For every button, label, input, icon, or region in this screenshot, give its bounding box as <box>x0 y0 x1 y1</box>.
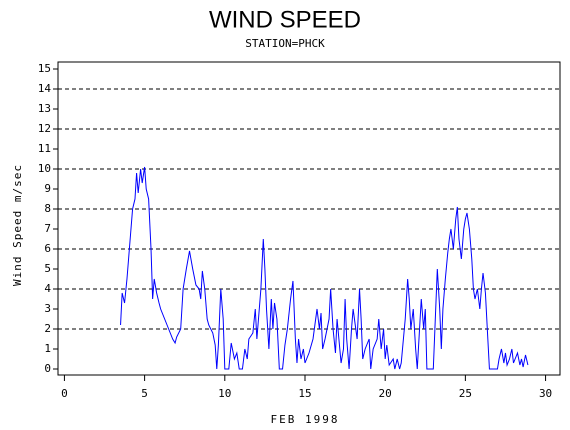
y-tick-label: 10 <box>38 162 51 175</box>
y-tick-label: 2 <box>44 322 51 335</box>
y-tick-label: 15 <box>38 62 51 75</box>
chart-subtitle: STATION=PHCK <box>245 37 325 50</box>
x-tick-label: 30 <box>539 387 552 400</box>
wind-speed-line <box>120 166 529 370</box>
y-tick-label: 4 <box>44 282 51 295</box>
x-tick-label: 5 <box>141 387 148 400</box>
y-tick-label: 6 <box>44 242 51 255</box>
x-tick-label: 0 <box>61 387 68 400</box>
y-tick-label: 3 <box>44 302 51 315</box>
y-tick-label: 5 <box>44 262 51 275</box>
y-tick-label: 7 <box>44 222 51 235</box>
y-tick-label: 8 <box>44 202 51 215</box>
y-axis-label: Wind Speed m/sec <box>11 164 24 286</box>
y-tick-label: 1 <box>44 342 51 355</box>
y-tick-label: 12 <box>38 122 51 135</box>
x-tick-label: 10 <box>218 387 231 400</box>
y-tick-label: 14 <box>38 82 52 95</box>
x-axis-label: FEB 1998 <box>271 413 340 426</box>
x-tick-label: 15 <box>298 387 311 400</box>
chart-title: WIND SPEED <box>209 6 361 33</box>
y-tick-label: 13 <box>38 102 51 115</box>
x-tick-label: 25 <box>459 387 472 400</box>
y-tick-label: 9 <box>44 182 51 195</box>
y-tick-label: 0 <box>44 362 51 375</box>
plot-frame <box>57 61 561 376</box>
x-tick-label: 20 <box>379 387 392 400</box>
y-tick-label: 11 <box>38 142 51 155</box>
